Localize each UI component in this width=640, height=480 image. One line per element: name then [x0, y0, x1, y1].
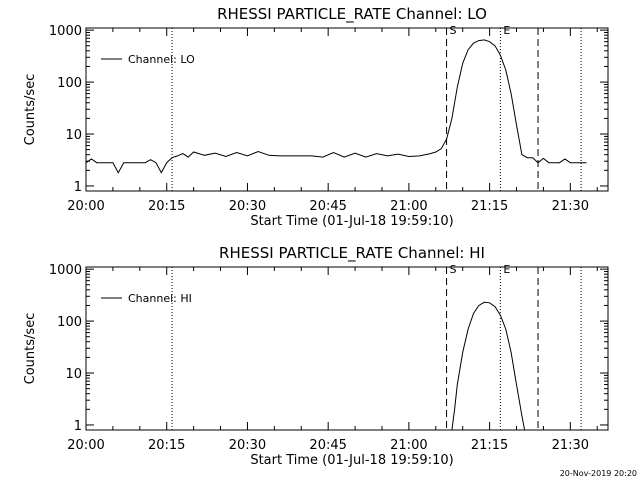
lo-x-tick-label: 21:30	[552, 199, 589, 214]
lo-event-marker-label: E	[503, 24, 510, 37]
hi-legend-label: Channel: HI	[128, 292, 192, 305]
lo-x-tick-label: 21:00	[390, 199, 427, 214]
lo-y-tick-label: 100	[57, 76, 82, 91]
lo-chart-title: RHESSI PARTICLE_RATE Channel: LO	[217, 5, 487, 24]
hi-x-tick-label: 20:30	[229, 438, 266, 453]
lo-y-tick-label: 10	[65, 128, 82, 143]
hi-x-tick-label: 21:30	[552, 438, 589, 453]
hi-x-tick-label: 20:45	[309, 438, 346, 453]
hi-event-marker-label: E	[503, 263, 510, 276]
hi-event-marker-label: S	[450, 263, 457, 276]
lo-y-axis-label: Counts/sec	[23, 74, 38, 146]
lo-x-tick-label: 20:30	[229, 199, 266, 214]
lo-x-axis-label: Start Time (01-Jul-18 19:59:10)	[250, 214, 453, 229]
hi-series-line	[451, 301, 526, 430]
hi-x-axis-label: Start Time (01-Jul-18 19:59:10)	[250, 453, 453, 468]
lo-event-marker-label: S	[450, 24, 457, 37]
hi-y-tick-label: 1	[74, 419, 82, 434]
lo-y-tick-label: 1	[74, 180, 82, 195]
hi-x-tick-label: 21:15	[471, 438, 508, 453]
panel-hi: RHESSI PARTICLE_RATE Channel: HI 20:00 20:…	[23, 244, 609, 468]
hi-x-tick-label: 20:15	[148, 438, 185, 453]
lo-x-tick-label: 21:15	[471, 199, 508, 214]
lo-y-tick-label: 1000	[49, 24, 82, 39]
hi-y-tick-label: 1000	[49, 263, 82, 278]
lo-legend-label: Channel: LO	[128, 53, 195, 66]
lo-x-tick-label: 20:15	[148, 199, 185, 214]
lo-series-line	[86, 39, 587, 174]
lo-x-tick-label: 20:00	[67, 199, 104, 214]
lo-x-tick-label: 20:45	[309, 199, 346, 214]
hi-x-tick-label: 21:00	[390, 438, 427, 453]
hi-y-axis-label: Counts/sec	[23, 313, 38, 385]
hi-y-tick-label: 100	[57, 315, 82, 330]
hi-y-tick-label: 10	[65, 367, 82, 382]
timestamp-stamp: 20-Nov-2019 20:20	[560, 469, 637, 478]
hi-chart-title: RHESSI PARTICLE_RATE Channel: HI	[219, 244, 485, 263]
hi-x-tick-label: 20:00	[67, 438, 104, 453]
panel-lo: RHESSI PARTICLE_RATE Channel: LO 20:00 20:…	[23, 5, 609, 229]
